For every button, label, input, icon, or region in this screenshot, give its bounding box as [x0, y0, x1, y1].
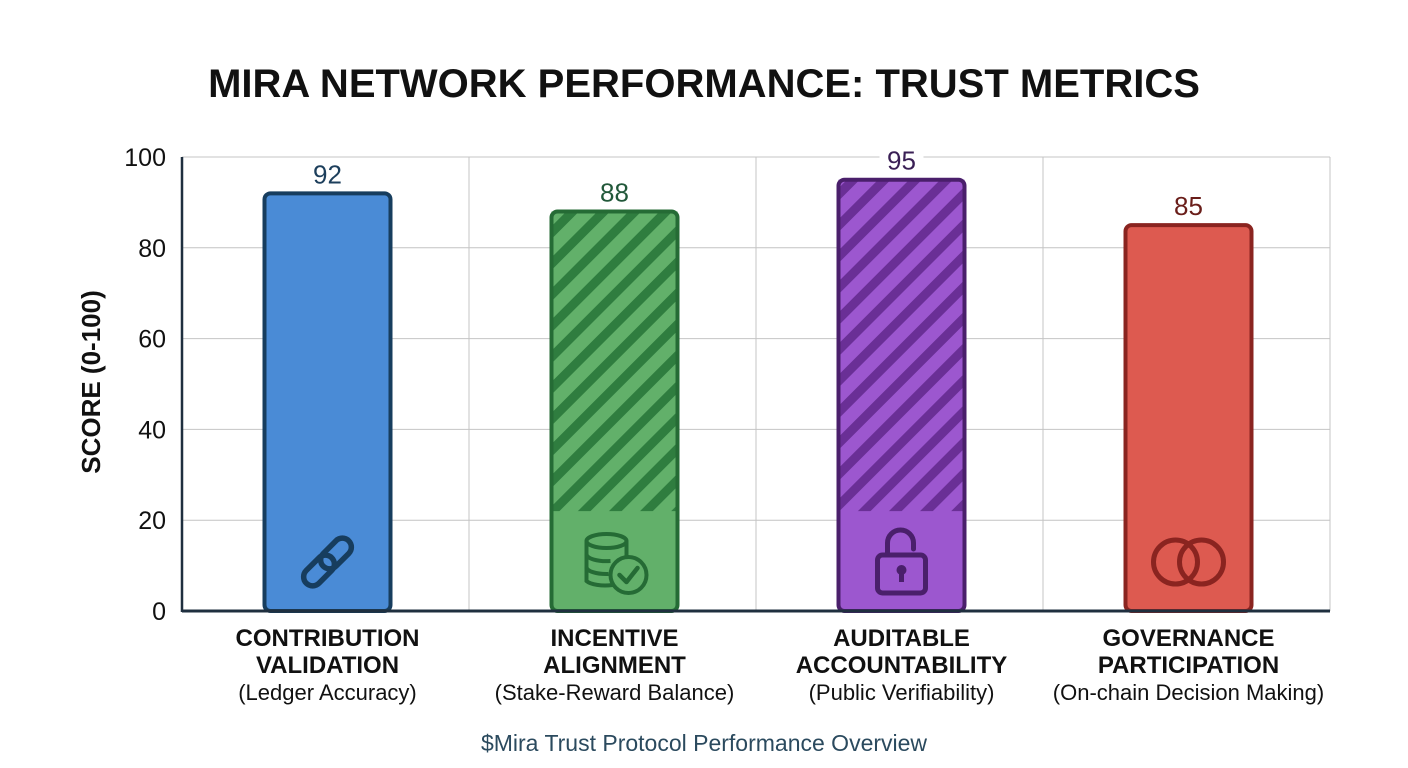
- chart-title: MIRA NETWORK PERFORMANCE: TRUST METRICS: [208, 62, 1200, 106]
- interlocking-rings-icon: [1151, 537, 1226, 587]
- bar-2: [549, 209, 680, 613]
- coins-check-icon: [584, 532, 649, 595]
- y-tick-label-80: 80: [138, 235, 166, 263]
- bar-4-fill: [1125, 225, 1252, 611]
- y-axis-label: SCORE (0-100): [76, 290, 106, 474]
- category-4-line2: PARTICIPATION: [1098, 652, 1279, 679]
- bars: [262, 177, 1254, 613]
- value-label-bg-3: [879, 145, 924, 174]
- value-labels: 92 88 95 85: [305, 145, 1211, 221]
- bar-3-hatch: [838, 179, 965, 512]
- bar-3: [836, 177, 967, 613]
- category-3-line2: ACCOUNTABILITY: [796, 652, 1008, 679]
- value-label-bg-4: [1166, 191, 1211, 220]
- category-1-subtitle: (Ledger Accuracy): [238, 680, 417, 705]
- bar-icons: [300, 527, 1226, 596]
- value-label-4: 85: [1174, 191, 1203, 221]
- value-label-bg-1: [305, 159, 350, 188]
- category-2-line2: ALIGNMENT: [543, 652, 686, 679]
- category-2-line1: INCENTIVE: [550, 625, 678, 652]
- value-label-2: 88: [600, 177, 629, 207]
- open-padlock-icon: [875, 527, 928, 596]
- value-label-3: 95: [887, 146, 916, 176]
- chart-caption: $Mira Trust Protocol Performance Overvie…: [481, 730, 927, 756]
- category-4-subtitle: (On-chain Decision Making): [1053, 680, 1324, 705]
- category-4-line1: GOVERNANCE: [1102, 625, 1274, 652]
- value-label-bg-2: [592, 177, 637, 206]
- category-3-line1: AUDITABLE: [833, 625, 970, 652]
- bar-2-hatch: [551, 211, 678, 512]
- category-3-subtitle: (Public Verifiability): [809, 680, 995, 705]
- chain-link-icon: [300, 535, 355, 589]
- y-axis-ticks: 0 20 40 60 80 100: [124, 144, 166, 626]
- value-label-1: 92: [313, 159, 342, 189]
- category-1-line1: CONTRIBUTION: [236, 625, 420, 652]
- bar-1-fill: [264, 193, 391, 611]
- y-tick-label-100: 100: [124, 144, 166, 172]
- category-2-subtitle: (Stake-Reward Balance): [495, 680, 735, 705]
- y-tick-label-20: 20: [138, 507, 166, 535]
- y-tick-label-60: 60: [138, 326, 166, 354]
- y-tick-label-40: 40: [138, 416, 166, 444]
- axes: [180, 157, 1330, 613]
- y-tick-label-0: 0: [152, 598, 166, 626]
- bar-4: [1123, 223, 1254, 613]
- category-1-line2: VALIDATION: [256, 652, 399, 679]
